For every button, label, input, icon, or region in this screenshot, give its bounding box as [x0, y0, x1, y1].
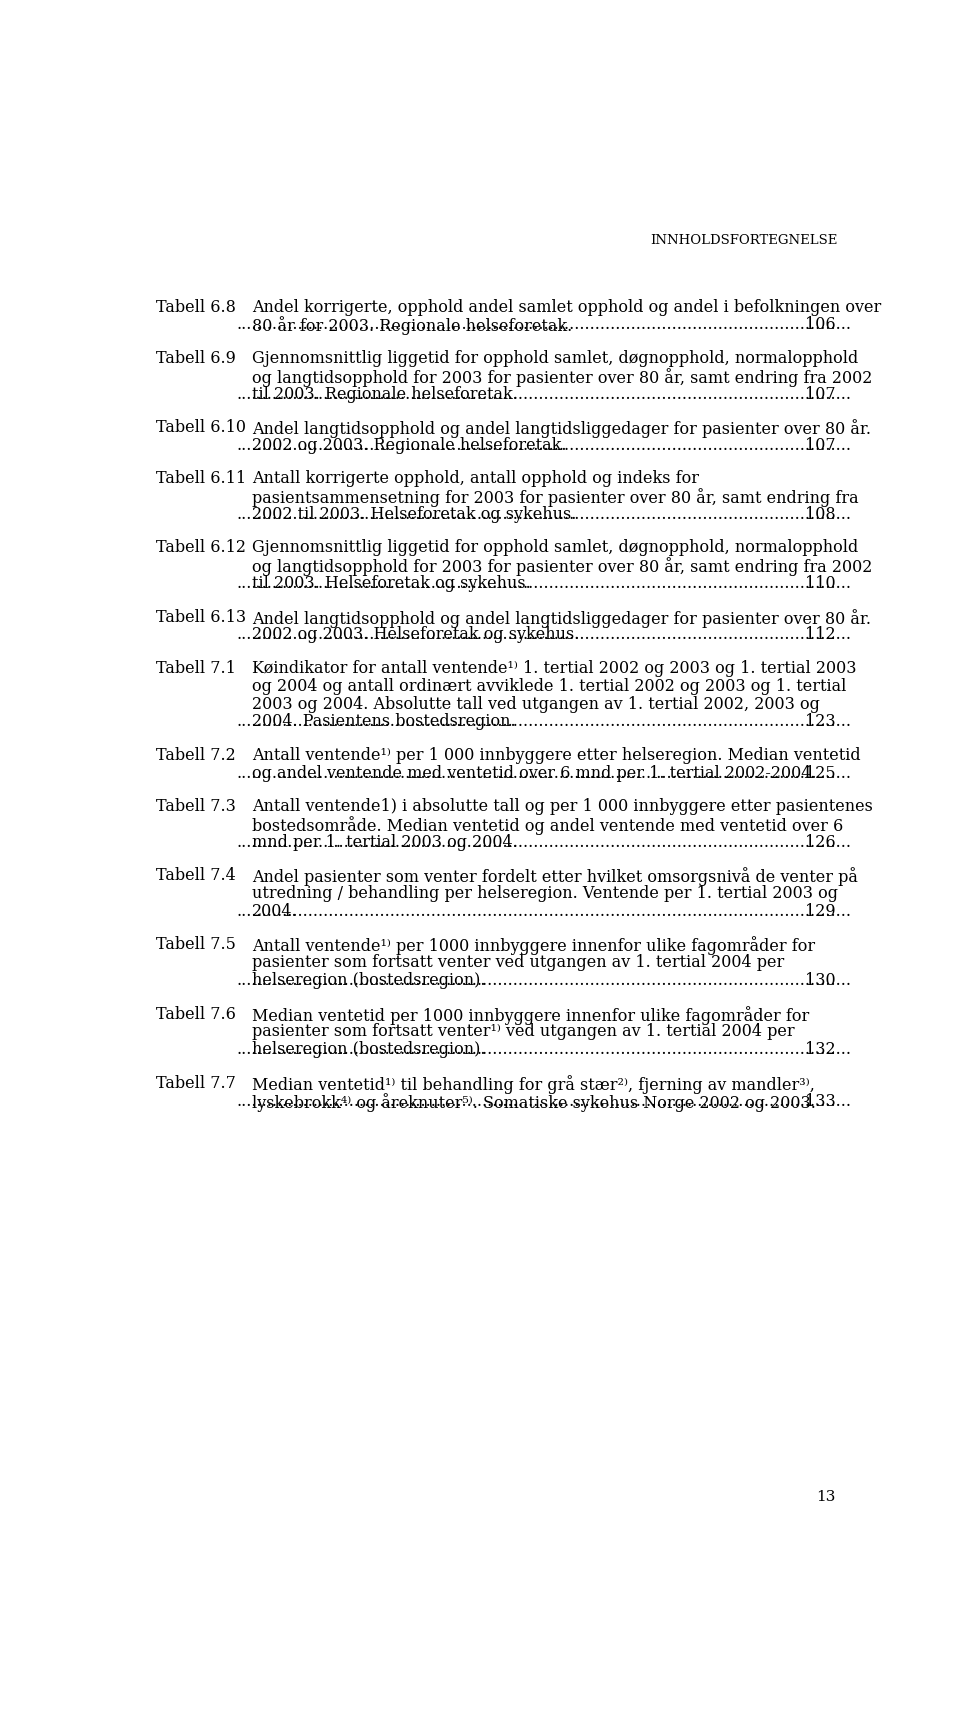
Text: 2004. Pasientens bostedsregion.: 2004. Pasientens bostedsregion.: [252, 714, 516, 730]
Text: 123: 123: [805, 714, 836, 730]
Text: 2002 og 2003. Helseforetak og sykehus.: 2002 og 2003. Helseforetak og sykehus.: [252, 627, 580, 644]
Text: 108: 108: [805, 507, 836, 524]
Text: bostedsområde. Median ventetid og andel ventende med ventetid over 6: bostedsområde. Median ventetid og andel …: [252, 816, 844, 834]
Text: Andel korrigerte, opphold andel samlet opphold og andel i befolkningen over: Andel korrigerte, opphold andel samlet o…: [252, 299, 881, 316]
Text: 2003 og 2004. Absolutte tall ved utgangen av 1. tertial 2002, 2003 og: 2003 og 2004. Absolutte tall ved utgange…: [252, 695, 820, 713]
Text: 133: 133: [805, 1092, 836, 1109]
Text: pasienter som fortsatt venter¹⁾ ved utgangen av 1. tertial 2004 per: pasienter som fortsatt venter¹⁾ ved utga…: [252, 1023, 795, 1041]
Text: ................................................................................: ........................................…: [236, 903, 852, 920]
Text: og langtidsopphold for 2003 for pasienter over 80 år, samt endring fra 2002: og langtidsopphold for 2003 for pasiente…: [252, 558, 873, 577]
Text: til 2003. Regionale helseforetak.: til 2003. Regionale helseforetak.: [252, 386, 518, 402]
Text: Tabell 6.11: Tabell 6.11: [156, 470, 246, 488]
Text: ................................................................................: ........................................…: [236, 627, 852, 644]
Text: 2002 til 2003. Helseforetak og sykehus.: 2002 til 2003. Helseforetak og sykehus.: [252, 507, 577, 524]
Text: og 2004 og antall ordinært avviklede 1. tertial 2002 og 2003 og 1. tertial: og 2004 og antall ordinært avviklede 1. …: [252, 678, 847, 695]
Text: 129: 129: [805, 903, 836, 920]
Text: Andel langtidsopphold og andel langtidsliggedager for pasienter over 80 år.: Andel langtidsopphold og andel langtidsl…: [252, 608, 872, 627]
Text: INNHOLDSFORTEGNELSE: INNHOLDSFORTEGNELSE: [650, 234, 837, 247]
Text: Tabell 6.12: Tabell 6.12: [156, 539, 246, 556]
Text: 132: 132: [805, 1041, 836, 1058]
Text: Tabell 7.4: Tabell 7.4: [156, 867, 235, 884]
Text: ................................................................................: ........................................…: [236, 834, 852, 852]
Text: pasienter som fortsatt venter ved utgangen av 1. tertial 2004 per: pasienter som fortsatt venter ved utgang…: [252, 955, 784, 972]
Text: ................................................................................: ........................................…: [236, 386, 852, 402]
Text: Tabell 7.1: Tabell 7.1: [156, 659, 235, 676]
Text: ................................................................................: ........................................…: [236, 764, 852, 781]
Text: 112: 112: [805, 627, 836, 644]
Text: ................................................................................: ........................................…: [236, 714, 852, 730]
Text: ................................................................................: ........................................…: [236, 972, 852, 989]
Text: 130: 130: [805, 972, 836, 989]
Text: ................................................................................: ........................................…: [236, 316, 852, 333]
Text: lyskebrokk⁴⁾ og åreknuter⁵⁾. Somatiske sykehus Norge 2002 og 2003.: lyskebrokk⁴⁾ og åreknuter⁵⁾. Somatiske s…: [252, 1092, 816, 1111]
Text: Gjennomsnittlig liggetid for opphold samlet, døgnopphold, normalopphold: Gjennomsnittlig liggetid for opphold sam…: [252, 350, 858, 367]
Text: pasientsammensetning for 2003 for pasienter over 80 år, samt endring fra: pasientsammensetning for 2003 for pasien…: [252, 488, 859, 507]
Text: 80 år for 2003. Regionale helseforetak.: 80 år for 2003. Regionale helseforetak.: [252, 316, 573, 335]
Text: 107: 107: [805, 386, 836, 402]
Text: Median ventetid per 1000 innbyggere innenfor ulike fagområder for: Median ventetid per 1000 innbyggere inne…: [252, 1006, 809, 1025]
Text: utredning / behandling per helseregion. Ventende per 1. tertial 2003 og: utredning / behandling per helseregion. …: [252, 886, 838, 901]
Text: Tabell 7.5: Tabell 7.5: [156, 936, 235, 953]
Text: Tabell 6.9: Tabell 6.9: [156, 350, 235, 367]
Text: 110: 110: [805, 575, 836, 592]
Text: 106: 106: [805, 316, 836, 333]
Text: 125: 125: [805, 764, 836, 781]
Text: Tabell 6.8: Tabell 6.8: [156, 299, 235, 316]
Text: Andel pasienter som venter fordelt etter hvilket omsorgsnivå de venter på: Andel pasienter som venter fordelt etter…: [252, 867, 858, 886]
Text: Tabell 7.2: Tabell 7.2: [156, 747, 235, 764]
Text: 13: 13: [816, 1490, 836, 1504]
Text: ................................................................................: ........................................…: [236, 436, 852, 453]
Text: 2002 og 2003. Regionale helseforetak.: 2002 og 2003. Regionale helseforetak.: [252, 436, 567, 453]
Text: Tabell 7.7: Tabell 7.7: [156, 1075, 235, 1092]
Text: 2004.: 2004.: [252, 903, 298, 920]
Text: ................................................................................: ........................................…: [236, 1092, 852, 1109]
Text: helseregion (bostedsregion).: helseregion (bostedsregion).: [252, 1041, 486, 1058]
Text: Gjennomsnittlig liggetid for opphold samlet, døgnopphold, normalopphold: Gjennomsnittlig liggetid for opphold sam…: [252, 539, 858, 556]
Text: Median ventetid¹⁾ til behandling for grå stær²⁾, fjerning av mandler³⁾,: Median ventetid¹⁾ til behandling for grå…: [252, 1075, 815, 1094]
Text: Antall ventende1) i absolutte tall og per 1 000 innbyggere etter pasientenes: Antall ventende1) i absolutte tall og pe…: [252, 798, 874, 816]
Text: ................................................................................: ........................................…: [236, 575, 852, 592]
Text: Antall ventende¹⁾ per 1 000 innbyggere etter helseregion. Median ventetid: Antall ventende¹⁾ per 1 000 innbyggere e…: [252, 747, 861, 764]
Text: Antall korrigerte opphold, antall opphold og indeks for: Antall korrigerte opphold, antall opphol…: [252, 470, 700, 488]
Text: Tabell 7.3: Tabell 7.3: [156, 798, 235, 816]
Text: 107: 107: [805, 436, 836, 453]
Text: ................................................................................: ........................................…: [236, 1041, 852, 1058]
Text: Andel langtidsopphold og andel langtidsliggedager for pasienter over 80 år.: Andel langtidsopphold og andel langtidsl…: [252, 419, 872, 438]
Text: Tabell 7.6: Tabell 7.6: [156, 1006, 235, 1023]
Text: til 2003. Helseforetak og sykehus.: til 2003. Helseforetak og sykehus.: [252, 575, 531, 592]
Text: Køindikator for antall ventende¹⁾ 1. tertial 2002 og 2003 og 1. tertial 2003: Køindikator for antall ventende¹⁾ 1. ter…: [252, 659, 857, 676]
Text: ................................................................................: ........................................…: [236, 507, 852, 524]
Text: Tabell 6.13: Tabell 6.13: [156, 608, 246, 625]
Text: og langtidsopphold for 2003 for pasienter over 80 år, samt endring fra 2002: og langtidsopphold for 2003 for pasiente…: [252, 367, 873, 386]
Text: og andel ventende med ventetid over 6 mnd per 1. tertial 2002-2004.: og andel ventende med ventetid over 6 mn…: [252, 764, 817, 781]
Text: mnd per 1. tertial 2003 og 2004.: mnd per 1. tertial 2003 og 2004.: [252, 834, 518, 852]
Text: 126: 126: [805, 834, 836, 852]
Text: Antall ventende¹⁾ per 1000 innbyggere innenfor ulike fagområder for: Antall ventende¹⁾ per 1000 innbyggere in…: [252, 936, 816, 955]
Text: helseregion (bostedsregion).: helseregion (bostedsregion).: [252, 972, 486, 989]
Text: Tabell 6.10: Tabell 6.10: [156, 419, 246, 436]
